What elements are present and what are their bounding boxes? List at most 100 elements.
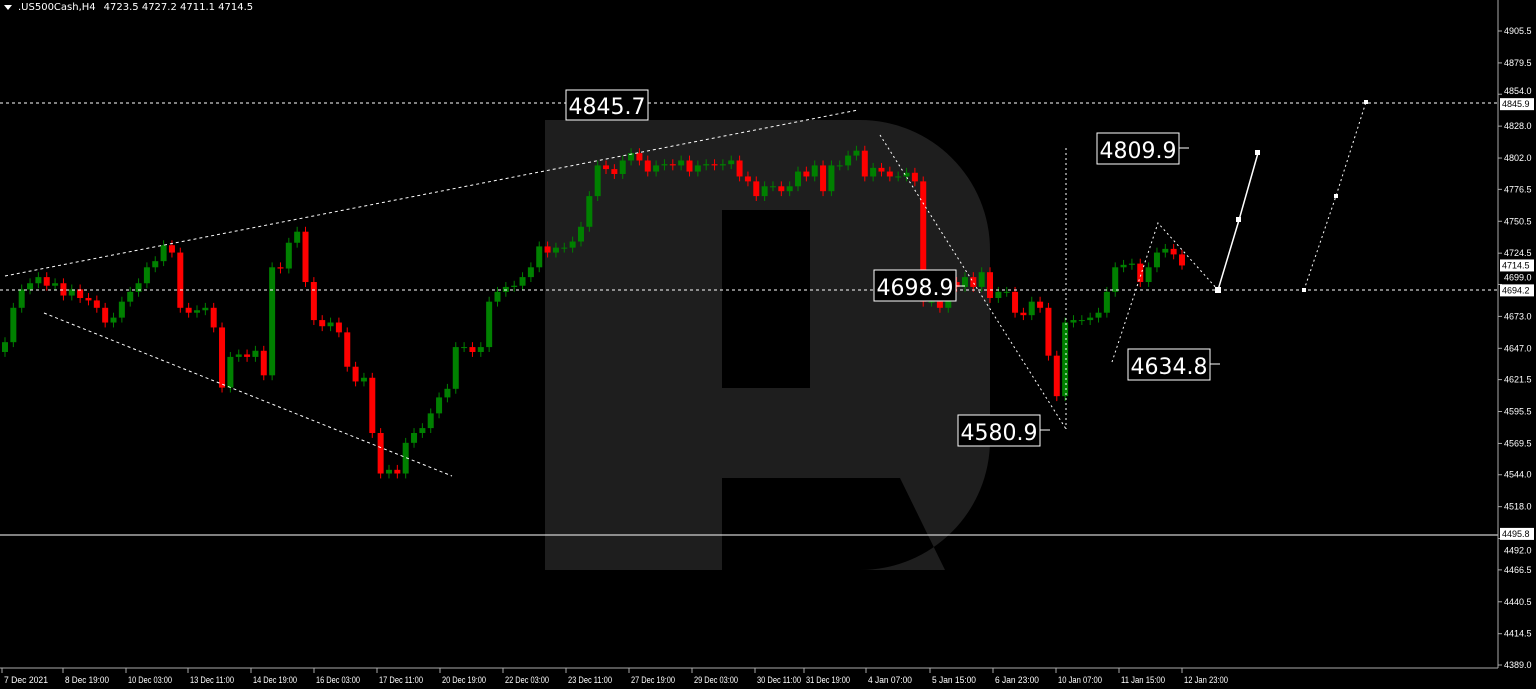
candle [60,278,67,301]
candle [1137,258,1144,287]
candle-body [936,301,943,308]
candle [1070,315,1077,328]
candle-body [227,356,234,388]
svg-text:4845.7: 4845.7 [569,95,646,120]
candle [310,277,317,325]
candle-body [193,310,200,313]
candle-body [1128,263,1135,265]
candle [803,166,810,182]
candle-body [1087,317,1094,321]
dropdown-triangle-icon[interactable] [4,4,12,10]
price-marker: 4495.8 [1500,527,1534,540]
candle [85,293,92,306]
price-axis[interactable]: 4905.5 4879.5 4854.0 4828.0 4802.0 4776.5 4750… [1498,26,1532,670]
candle [870,162,877,182]
candle [177,247,184,313]
candle-body [769,186,776,188]
x-tick-label: 4 Jan 07:00 [868,675,912,685]
candle [711,159,718,171]
candle-body [68,289,75,296]
candle [820,160,827,197]
candle-body [895,176,902,178]
candle [486,296,493,352]
y-tick-label: 4544.0 [1504,470,1532,480]
candle [861,145,868,182]
candle [811,160,818,182]
candle-body [385,469,392,474]
svg-text:4714.5: 4714.5 [1502,260,1530,270]
candle [127,286,134,307]
candle-body [486,301,493,348]
candle [561,242,568,253]
candle [344,327,351,372]
candle [569,236,576,253]
candle [903,167,910,182]
candle-body [244,354,251,357]
candle-body [1003,291,1010,293]
time-axis[interactable]: 7 Dec 2021 8 Dec 19:00 10 Dec 03:00 13 Dec … [1,668,1228,685]
candle [628,148,635,166]
candle-body [536,246,543,268]
candle-body [411,433,418,443]
candle-body [820,165,827,192]
candle [636,148,643,166]
candle-body [185,307,192,313]
candle [1003,286,1010,297]
candle-body [85,297,92,301]
candle-body [18,289,25,308]
candle-body [569,241,576,248]
x-tick-label: 5 Jan 15:00 [932,675,976,685]
candle-body [302,231,309,283]
candle-body [436,397,443,414]
candle [586,191,593,232]
candle [1128,258,1135,270]
candle [27,278,34,295]
y-tick-label: 4647.0 [1504,343,1532,353]
y-tick-label: 4828.0 [1504,121,1532,131]
candle [68,284,75,301]
candle [244,349,251,362]
y-tick-label: 4905.5 [1504,26,1532,36]
candle [436,392,443,419]
y-tick-label: 4440.5 [1504,597,1532,607]
candle-body [586,196,593,227]
y-tick-label: 4518.0 [1504,502,1532,512]
candle [402,437,409,479]
candle-body [344,332,351,367]
candle [319,315,326,332]
candle [728,155,735,170]
candle-body [294,231,301,243]
x-tick-label: 14 Dec 19:00 [253,675,297,685]
candle-body [27,283,34,290]
candle [736,155,743,182]
ohlc-values: 4723.5 4727.2 4711.1 4714.5 [103,2,254,13]
candle-body [377,433,384,474]
candle [385,464,392,479]
candle-body [1179,254,1185,266]
lower-trendline [43,312,453,477]
candle [202,302,209,316]
symbol-label: .US500Cash,H4 [18,2,96,13]
candle-body [678,160,685,166]
candle-body [1045,307,1052,356]
candle-body [561,247,568,249]
candle [227,351,234,393]
candle-body [285,242,292,269]
candle [43,272,50,291]
y-tick-label: 4595.5 [1504,407,1532,417]
candle-body [335,322,342,333]
candle [519,272,526,291]
svg-text:4694.2: 4694.2 [1502,285,1530,295]
candle [786,181,793,197]
candle-body [603,165,610,170]
candle [1145,262,1152,287]
candle-body [911,172,918,182]
candle-body [611,169,618,175]
candle [678,155,685,171]
candle [193,305,200,318]
x-tick-label: 29 Dec 03:00 [694,675,738,685]
candle-body [1112,267,1119,292]
candle-body [878,167,885,172]
